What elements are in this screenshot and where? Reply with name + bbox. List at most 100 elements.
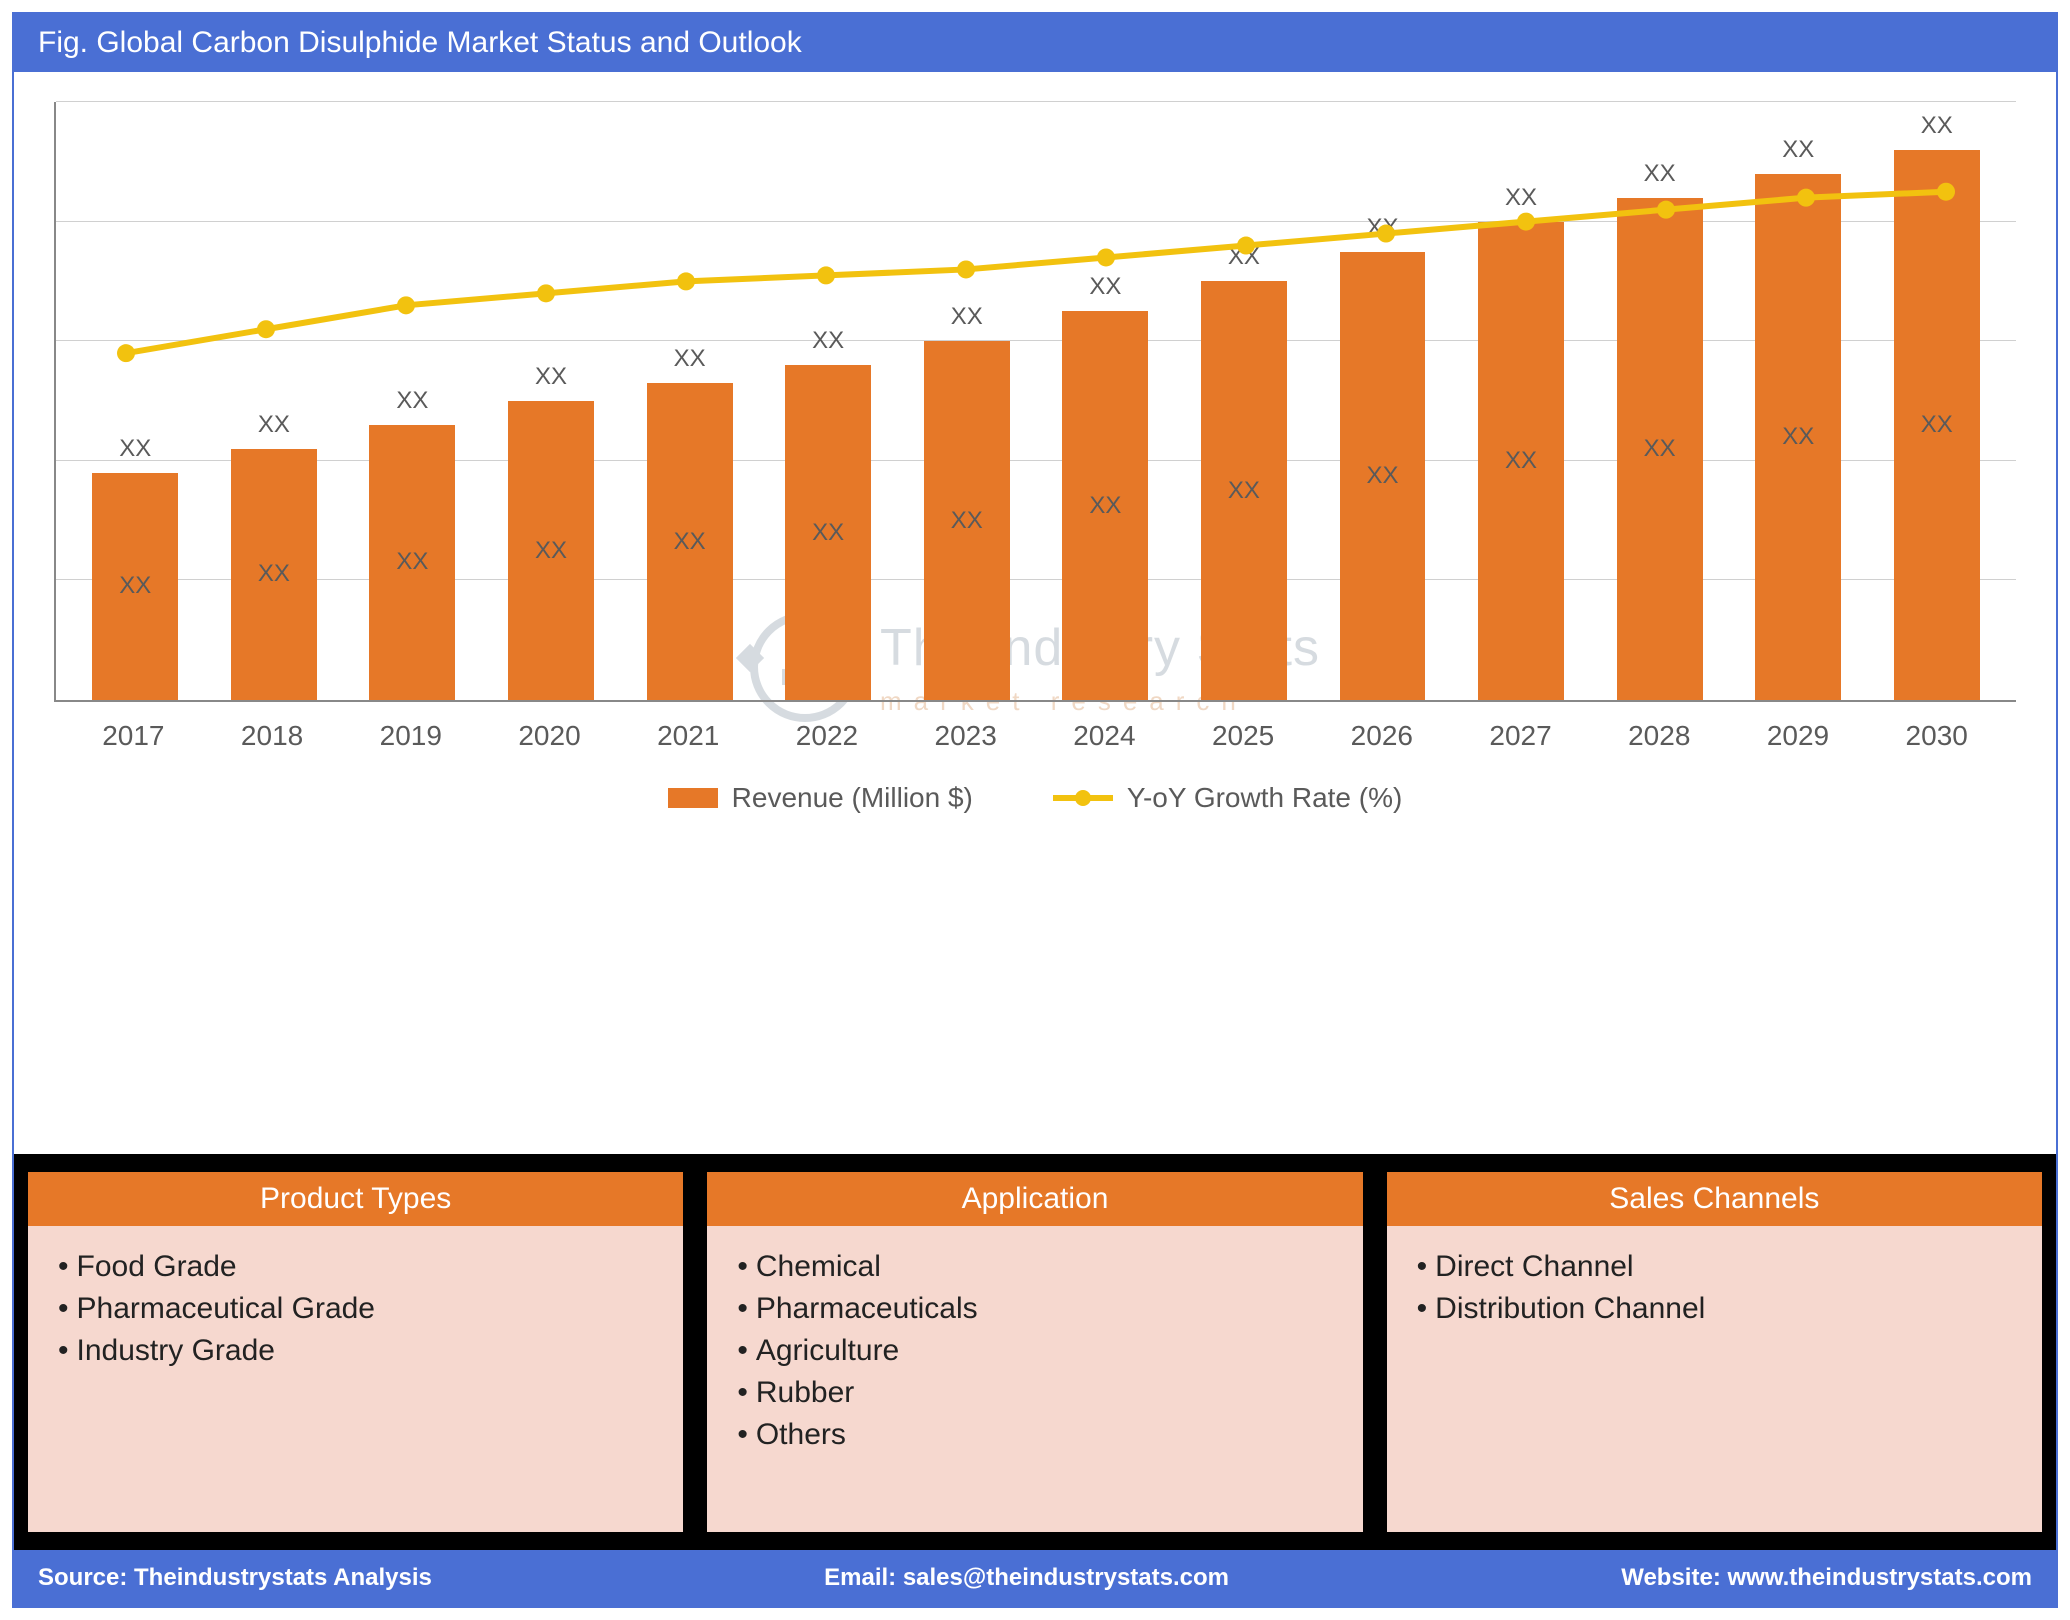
panel-item: Distribution Channel <box>1417 1288 2012 1330</box>
x-tick-label: 2017 <box>64 720 203 752</box>
panel-item: Pharmaceutical Grade <box>58 1288 653 1330</box>
x-tick-label: 2029 <box>1729 720 1868 752</box>
panel-header: Product Types <box>28 1172 683 1226</box>
bar-top-label: XX <box>1366 214 1398 242</box>
panel-item: Food Grade <box>58 1246 653 1288</box>
bar-top-label: XX <box>396 387 428 415</box>
x-tick-label: 2021 <box>619 720 758 752</box>
category-panels: Product TypesFood GradePharmaceutical Gr… <box>14 1154 2056 1550</box>
bar-value-label: XX <box>535 537 567 565</box>
bar-slot: XX XX <box>1590 102 1729 700</box>
bar-slot: XX XX <box>1729 102 1868 700</box>
bar-slot: XX XX <box>1313 102 1452 700</box>
footer-source: Source: Theindustrystats Analysis <box>38 1564 432 1592</box>
panel-item: Direct Channel <box>1417 1246 2012 1288</box>
revenue-swatch <box>668 788 718 808</box>
chart-area: The Industry Stats market research XXXXX… <box>14 72 2056 1154</box>
bar-value-label: XX <box>951 507 983 535</box>
x-tick-label: 2030 <box>1867 720 2006 752</box>
revenue-bar: XXXX <box>1201 281 1287 700</box>
bar-top-label: XX <box>1921 112 1953 140</box>
bar-top-label: XX <box>951 303 983 331</box>
bar-value-label: XX <box>674 528 706 556</box>
bar-slot: XX XX <box>205 102 344 700</box>
bar-value-label: XX <box>1644 435 1676 463</box>
bar-slot: XX XX <box>343 102 482 700</box>
x-tick-label: 2019 <box>341 720 480 752</box>
panel-item: Rubber <box>737 1372 1332 1414</box>
bar-value-label: XX <box>1366 462 1398 490</box>
x-tick-label: 2022 <box>758 720 897 752</box>
panel-body: ChemicalPharmaceuticalsAgricultureRubber… <box>707 1226 1362 1476</box>
revenue-bar: XXXX <box>508 401 594 700</box>
bar-value-label: XX <box>1921 411 1953 439</box>
revenue-bar: XXXX <box>1062 311 1148 700</box>
bar-top-label: XX <box>1782 136 1814 164</box>
x-tick-label: 2023 <box>896 720 1035 752</box>
revenue-bar: XXXX <box>785 365 871 700</box>
category-panel: Sales ChannelsDirect ChannelDistribution… <box>1387 1172 2042 1532</box>
bar-top-label: XX <box>535 363 567 391</box>
revenue-bar: XXXX <box>369 425 455 700</box>
bar-top-label: XX <box>674 345 706 373</box>
legend-growth: Y-oY Growth Rate (%) <box>1053 782 1402 814</box>
panel-item: Others <box>737 1414 1332 1456</box>
bar-top-label: XX <box>1228 243 1260 271</box>
category-panel: Product TypesFood GradePharmaceutical Gr… <box>28 1172 683 1532</box>
growth-swatch <box>1053 795 1113 801</box>
bar-value-label: XX <box>258 560 290 588</box>
panel-item: Agriculture <box>737 1330 1332 1372</box>
bar-group: XX XX XX XX XX XX XX XX XX XX XX XX XX XX XX XX XX XX XX XX… <box>56 102 2016 700</box>
bar-value-label: XX <box>396 548 428 576</box>
revenue-bar: XXXX <box>924 341 1010 700</box>
revenue-bar: XXXX <box>1755 174 1841 700</box>
footer-bar: Source: Theindustrystats Analysis Email:… <box>14 1550 2056 1606</box>
bar-value-label: XX <box>1505 447 1537 475</box>
footer-email: Email: sales@theindustrystats.com <box>824 1564 1229 1592</box>
bar-top-label: XX <box>1644 160 1676 188</box>
legend-revenue: Revenue (Million $) <box>668 782 973 814</box>
legend-revenue-label: Revenue (Million $) <box>732 782 973 814</box>
revenue-bar: XXXX <box>1894 150 1980 700</box>
bar-slot: XX XX <box>759 102 898 700</box>
bar-slot: XX XX <box>1868 102 2007 700</box>
panel-header: Sales Channels <box>1387 1172 2042 1226</box>
x-tick-label: 2027 <box>1451 720 1590 752</box>
bar-top-label: XX <box>1505 184 1537 212</box>
revenue-bar: XXXX <box>1340 252 1426 701</box>
panel-item: Chemical <box>737 1246 1332 1288</box>
panel-header: Application <box>707 1172 1362 1226</box>
bar-value-label: XX <box>1228 477 1260 505</box>
bar-top-label: XX <box>119 435 151 463</box>
bar-slot: XX XX <box>620 102 759 700</box>
revenue-bar: XXXX <box>647 383 733 700</box>
category-panel: ApplicationChemicalPharmaceuticalsAgricu… <box>707 1172 1362 1532</box>
bar-slot: XX XX <box>1175 102 1314 700</box>
panel-item: Pharmaceuticals <box>737 1288 1332 1330</box>
x-axis: 2017201820192020202120222023202420252026… <box>54 702 2016 752</box>
x-tick-label: 2026 <box>1312 720 1451 752</box>
panel-body: Food GradePharmaceutical GradeIndustry G… <box>28 1226 683 1392</box>
panel-item: Industry Grade <box>58 1330 653 1372</box>
revenue-bar: XXXX <box>92 473 178 700</box>
bar-top-label: XX <box>258 411 290 439</box>
legend: Revenue (Million $) Y-oY Growth Rate (%) <box>54 752 2016 838</box>
bar-slot: XX XX <box>1036 102 1175 700</box>
bar-value-label: XX <box>1089 492 1121 520</box>
bar-slot: XX XX <box>482 102 621 700</box>
bar-value-label: XX <box>1782 423 1814 451</box>
bar-slot: XX XX <box>897 102 1036 700</box>
bar-top-label: XX <box>812 327 844 355</box>
x-tick-label: 2018 <box>203 720 342 752</box>
footer-website: Website: www.theindustrystats.com <box>1621 1564 2032 1592</box>
bar-top-label: XX <box>1089 273 1121 301</box>
figure-title: Fig. Global Carbon Disulphide Market Sta… <box>14 14 2056 72</box>
bar-slot: XX XX <box>1452 102 1591 700</box>
bar-value-label: XX <box>119 572 151 600</box>
plot-area: XX XX XX XX XX XX XX XX XX XX XX XX XX XX XX XX XX XX XX XX… <box>54 102 2016 702</box>
report-figure: Fig. Global Carbon Disulphide Market Sta… <box>12 12 2058 1608</box>
bar-value-label: XX <box>812 519 844 547</box>
x-tick-label: 2025 <box>1174 720 1313 752</box>
x-tick-label: 2020 <box>480 720 619 752</box>
panel-body: Direct ChannelDistribution Channel <box>1387 1226 2042 1350</box>
